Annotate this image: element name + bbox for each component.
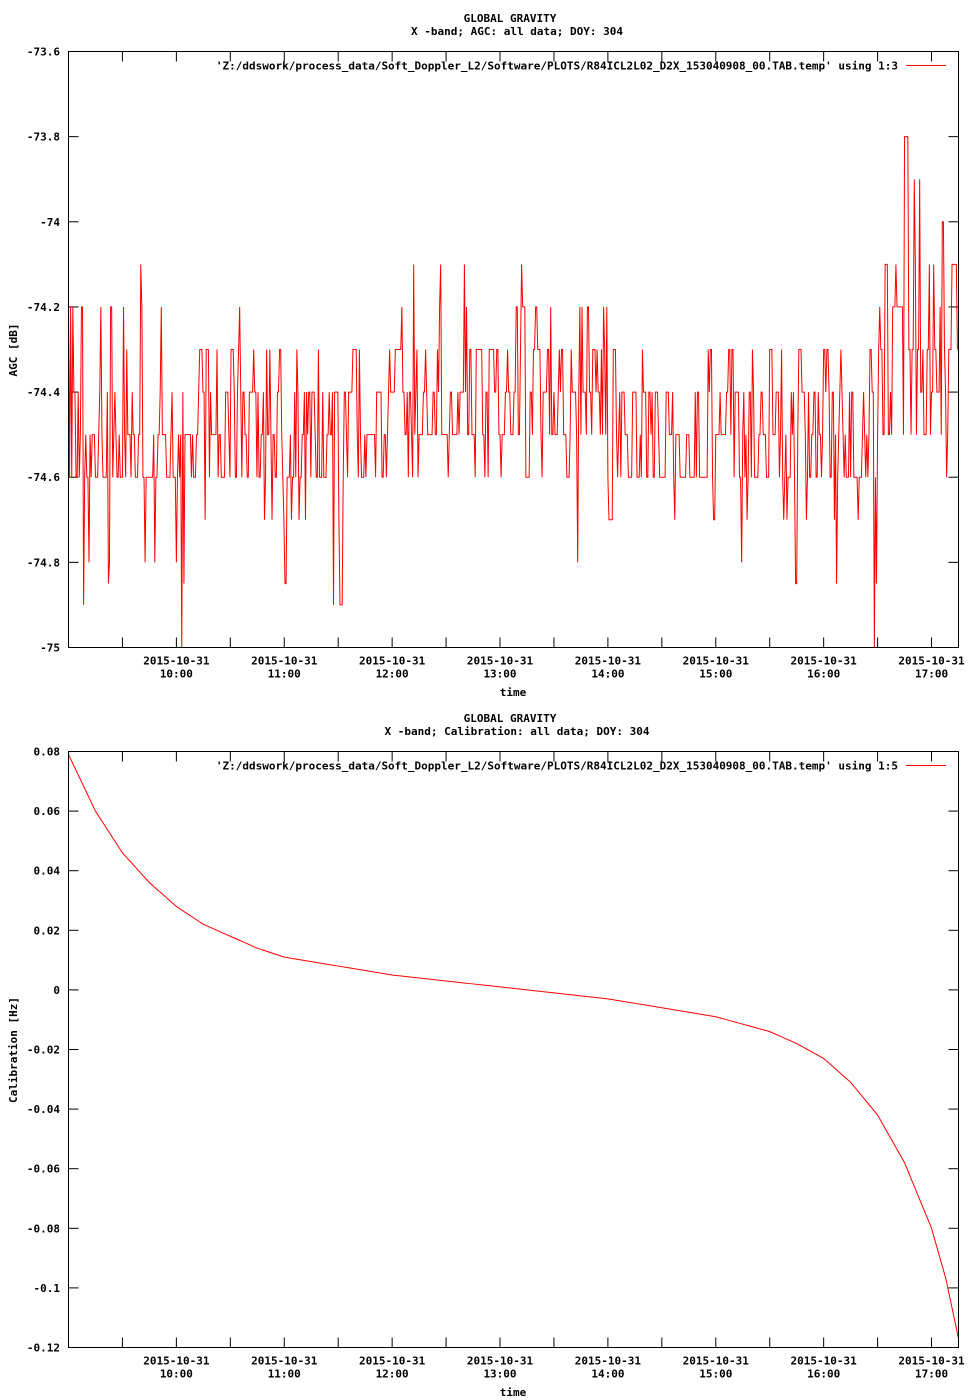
y-tick-label: -73.6 xyxy=(27,46,60,59)
x-tick-label-time: 16:00 xyxy=(807,668,840,681)
x-tick-label-date: 2015-10-31 xyxy=(143,1355,210,1368)
y-tick-label: 0.04 xyxy=(34,865,61,878)
x-tick-label-time: 10:00 xyxy=(160,1368,193,1381)
x-tick-label-date: 2015-10-31 xyxy=(575,1355,642,1368)
chart-subtitle: X -band; Calibration: all data; DOY: 304 xyxy=(385,725,650,738)
y-tick-label: -75 xyxy=(40,642,60,655)
x-axis-label: time xyxy=(500,1386,527,1399)
x-tick-label-date: 2015-10-31 xyxy=(683,1355,750,1368)
x-tick-label-time: 13:00 xyxy=(483,1368,516,1381)
x-tick-label-date: 2015-10-31 xyxy=(791,1355,858,1368)
x-tick-label-time: 13:00 xyxy=(483,668,516,681)
x-tick-label-date: 2015-10-31 xyxy=(898,1355,965,1368)
x-tick-label-date: 2015-10-31 xyxy=(575,655,642,668)
calibration-chart: GLOBAL GRAVITY X -band; Calibration: all… xyxy=(7,712,965,1399)
x-tick-label-date: 2015-10-31 xyxy=(359,1355,426,1368)
x-tick-label-time: 17:00 xyxy=(915,668,948,681)
x-axis-label: time xyxy=(500,686,527,699)
x-tick-label-time: 12:00 xyxy=(376,668,409,681)
y-tick-label: 0.08 xyxy=(34,746,61,759)
y-tick-label: 0.02 xyxy=(34,924,61,937)
series-line xyxy=(68,754,959,1339)
x-tick-label-time: 15:00 xyxy=(699,1368,732,1381)
y-tick-label: -73.8 xyxy=(27,131,60,144)
y-tick-label: 0.06 xyxy=(34,805,61,818)
x-tick-label-time: 10:00 xyxy=(160,668,193,681)
legend-label: 'Z:/ddswork/process_data/Soft_Doppler_L2… xyxy=(216,760,898,773)
x-tick-label-time: 17:00 xyxy=(915,1368,948,1381)
y-tick-label: -0.04 xyxy=(27,1103,60,1116)
x-tick-label-date: 2015-10-31 xyxy=(359,655,426,668)
y-tick-label: -74.2 xyxy=(27,301,60,314)
x-tick-label-date: 2015-10-31 xyxy=(467,1355,534,1368)
y-tick-label: -0.02 xyxy=(27,1044,60,1057)
chart-title: GLOBAL GRAVITY xyxy=(464,12,557,25)
x-tick-label-date: 2015-10-31 xyxy=(791,655,858,668)
x-tick-label-time: 14:00 xyxy=(591,668,624,681)
agc-chart: GLOBAL GRAVITY X -band; AGC: all data; D… xyxy=(7,12,965,699)
y-tick-label: -74.8 xyxy=(27,556,60,569)
y-axis-label: Calibration [Hz] xyxy=(7,997,20,1103)
x-tick-label-time: 14:00 xyxy=(591,1368,624,1381)
y-tick-label: -0.06 xyxy=(27,1163,60,1176)
y-tick-label: -0.08 xyxy=(27,1222,60,1235)
x-tick-label-time: 15:00 xyxy=(699,668,732,681)
plot-frame xyxy=(68,751,959,1348)
y-tick-label: -0.12 xyxy=(27,1342,60,1355)
y-axis-label: AGC [dB] xyxy=(7,324,20,377)
y-tick-label: -0.1 xyxy=(34,1282,61,1295)
x-tick-label-date: 2015-10-31 xyxy=(898,655,965,668)
x-tick-label-date: 2015-10-31 xyxy=(251,655,318,668)
x-tick-label-date: 2015-10-31 xyxy=(683,655,750,668)
y-tick-label: -74 xyxy=(40,216,60,229)
x-tick-label-time: 16:00 xyxy=(807,1368,840,1381)
series-line xyxy=(68,136,958,648)
x-tick-label-time: 11:00 xyxy=(268,668,301,681)
y-tick-label: -74.6 xyxy=(27,471,60,484)
chart-subtitle: X -band; AGC: all data; DOY: 304 xyxy=(411,25,623,38)
x-tick-label-date: 2015-10-31 xyxy=(467,655,534,668)
y-tick-label: -74.4 xyxy=(27,386,60,399)
y-tick-label: 0 xyxy=(53,984,60,997)
x-tick-label-date: 2015-10-31 xyxy=(143,655,210,668)
x-tick-label-time: 11:00 xyxy=(268,1368,301,1381)
chart-title: GLOBAL GRAVITY xyxy=(464,712,557,725)
plot-frame xyxy=(68,51,959,648)
legend-label: 'Z:/ddswork/process_data/Soft_Doppler_L2… xyxy=(216,60,898,73)
x-tick-label-date: 2015-10-31 xyxy=(251,1355,318,1368)
x-tick-label-time: 12:00 xyxy=(376,1368,409,1381)
